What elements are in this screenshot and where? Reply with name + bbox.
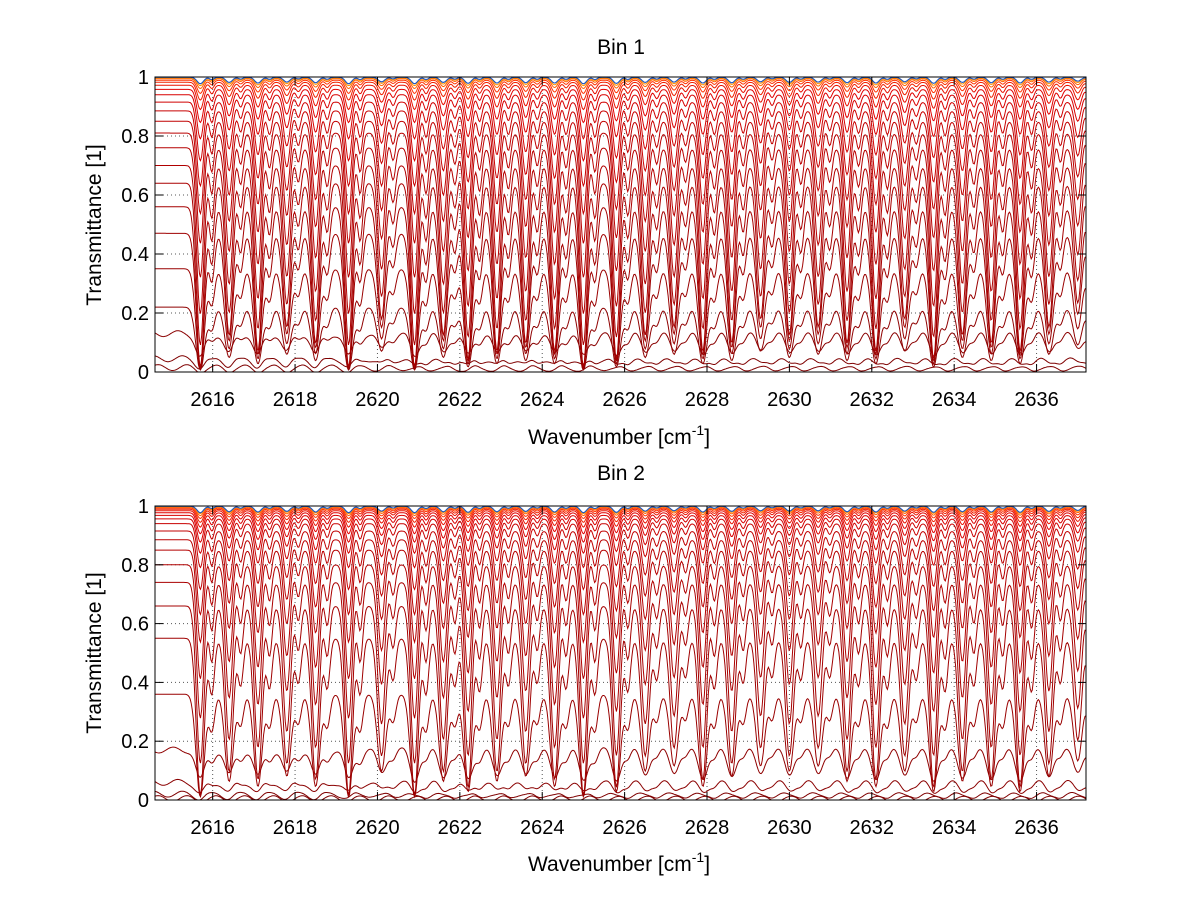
series-line-16: [155, 88, 1087, 124]
y-tick-label: 0: [138, 790, 149, 812]
series-line-18: [155, 508, 1087, 523]
panel-bin-2: Bin 2 2616 2618 2620 2622 2624 2626 2628 2630 26…: [83, 462, 1087, 876]
series-line-14: [155, 518, 1087, 555]
x-tick-label: 2628: [685, 389, 730, 411]
chart-title: Bin 1: [597, 36, 645, 59]
y-tick-label: 0.8: [121, 126, 149, 148]
series-line-15: [155, 514, 1087, 543]
x-axis-label: Wavenumber [cm-1]: [528, 422, 710, 449]
ticks: 2616 2618 2620 2622 2624 2626 2628 2630 2632 2634…: [121, 67, 1086, 411]
axes-frame: [154, 505, 1087, 801]
series-line-23: [155, 505, 1086, 514]
series-line-3: [154, 778, 1087, 794]
y-tick-label: 1: [138, 496, 149, 518]
series-group: [154, 505, 1087, 801]
x-tick-label: 2628: [685, 817, 730, 839]
series-line-17: [155, 510, 1087, 528]
series-line-19: [155, 507, 1087, 520]
series-line-11: [155, 132, 1087, 244]
axes-frame: [154, 76, 1087, 373]
series-line-10: [155, 147, 1087, 278]
series-line-5: [155, 693, 1087, 799]
x-tick-label: 2616: [190, 817, 235, 839]
y-tick-label: 0.6: [121, 614, 149, 636]
ticks: 2616 2618 2620 2622 2624 2626 2628 2630 2632 2634…: [121, 496, 1086, 839]
series-line-12: [155, 530, 1087, 591]
x-tick-label: 2630: [767, 389, 812, 411]
series-group: [154, 76, 1087, 373]
y-tick-label: 0.4: [121, 672, 149, 694]
series-line-12: [155, 120, 1087, 216]
x-tick-label: 2624: [520, 389, 565, 411]
series-line-8: [155, 581, 1087, 719]
y-tick-label: 0.6: [121, 185, 149, 207]
series-line-6: [155, 232, 1087, 370]
series-line-18: [155, 81, 1087, 101]
x-tick-label: 2620: [355, 389, 400, 411]
series-line-13: [155, 110, 1087, 188]
y-axis-label: Transmittance [1]: [83, 572, 106, 733]
x-axis-label: Wavenumber [cm-1]: [528, 849, 710, 876]
x-tick-label: 2630: [767, 817, 812, 839]
x-tick-label: 2634: [932, 389, 977, 411]
series-line-7: [155, 605, 1087, 764]
series-line-19: [155, 79, 1087, 95]
x-axis-label-sup: -1: [692, 422, 705, 438]
series-line-16: [155, 512, 1087, 535]
series-line-23: [155, 76, 1087, 85]
x-tick-label: 2622: [438, 389, 483, 411]
series-line-6: [155, 637, 1087, 796]
x-axis-label-end: ]: [704, 426, 710, 449]
series-line-14: [155, 101, 1087, 163]
x-tick-label: 2618: [273, 389, 318, 411]
x-axis-label-main: Wavenumber [cm: [528, 853, 692, 876]
y-tick-label: 0.2: [121, 303, 149, 325]
x-axis-label-sup: -1: [692, 849, 705, 865]
series-line-9: [155, 564, 1087, 679]
x-tick-label: 2622: [438, 817, 483, 839]
y-tick-label: 0.8: [121, 555, 149, 577]
x-tick-label: 2636: [1014, 389, 1059, 411]
x-tick-label: 2626: [602, 817, 647, 839]
y-tick-label: 0: [138, 362, 149, 384]
series-line-17: [155, 84, 1087, 111]
series-line-10: [155, 549, 1087, 645]
chart-title: Bin 2: [597, 462, 645, 485]
series-line-7: [155, 206, 1087, 368]
series-line-20: [155, 78, 1087, 90]
y-tick-label: 0.4: [121, 244, 149, 266]
x-tick-label: 2618: [273, 817, 318, 839]
series-line-3: [154, 330, 1087, 357]
series-line-2: [154, 790, 1087, 801]
x-axis-label-end: ]: [704, 853, 710, 876]
x-tick-label: 2632: [850, 817, 895, 839]
series-line-21: [155, 77, 1087, 87]
series-line-8: [155, 182, 1087, 346]
series-line-4: [155, 306, 1087, 371]
x-tick-label: 2632: [850, 389, 895, 411]
y-tick-label: 1: [138, 67, 149, 89]
series-line-15: [155, 94, 1087, 140]
x-tick-label: 2626: [602, 389, 647, 411]
x-tick-label: 2624: [520, 817, 565, 839]
x-tick-label: 2636: [1014, 817, 1059, 839]
series-line-1: [154, 364, 1087, 373]
series-line-13: [155, 523, 1087, 569]
y-tick-label: 0.2: [121, 731, 149, 753]
series-line-9: [155, 165, 1087, 314]
series-line-5: [155, 268, 1087, 371]
x-axis-label-main: Wavenumber [cm: [528, 426, 692, 449]
x-tick-label: 2634: [932, 817, 977, 839]
series-line-2: [154, 355, 1087, 370]
series-line-20: [155, 506, 1087, 517]
series-line-11: [155, 539, 1087, 617]
panel-bin-1: Bin 1 2616 2618 2620 2622 2624 2626 2628 2630 26…: [83, 36, 1087, 449]
x-tick-label: 2620: [355, 817, 400, 839]
x-tick-label: 2616: [190, 389, 235, 411]
y-axis-label: Transmittance [1]: [83, 144, 106, 305]
